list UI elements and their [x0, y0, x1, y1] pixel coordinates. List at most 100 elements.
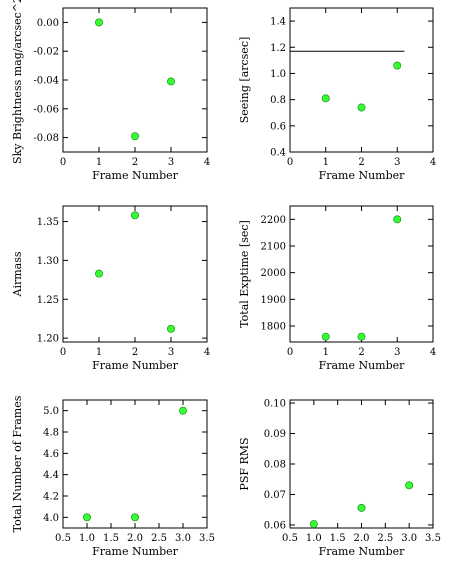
x-axis-label: Frame Number — [92, 359, 179, 372]
x-tick-label: 0 — [287, 157, 293, 168]
y-axis-label: Sky Brightness mag/arcsec^2 — [11, 0, 24, 164]
y-tick-label: 0.4 — [270, 148, 286, 159]
y-tick-label: -0.04 — [33, 76, 59, 87]
chart-panel-4: 0 1 2 3 4 1800 1900 2000 2100 2200 Frame Number Tot… — [238, 205, 436, 372]
x-tick-label: 2 — [358, 157, 364, 168]
x-tick-label: 4 — [430, 157, 436, 168]
x-tick-label: 4 — [430, 347, 436, 358]
y-tick-label: 0.08 — [264, 460, 286, 471]
y-tick-label: 0.00 — [37, 18, 59, 29]
y-tick-label: 0.10 — [264, 399, 286, 410]
y-tick-label: 1.0 — [270, 69, 286, 80]
y-tick-label: -0.02 — [33, 47, 59, 58]
y-tick-label: 0.06 — [264, 520, 286, 531]
y-tick-label: 0.8 — [270, 95, 286, 106]
x-tick-label: 0 — [287, 347, 293, 358]
y-tick-label: 4.8 — [43, 428, 59, 439]
y-tick-label: 0.09 — [264, 429, 286, 440]
x-tick-label: 1 — [96, 347, 102, 358]
x-tick-label: 0.5 — [282, 533, 298, 544]
data-point — [321, 94, 330, 103]
y-tick-label: -0.06 — [33, 104, 59, 115]
y-axis-label: Total Exptime [sec] — [238, 220, 251, 328]
y-tick-label: 1.35 — [37, 217, 59, 228]
chart-panel-3: 0 1 2 3 4 1.20 1.25 1.30 1.35 Frame Number Airmass — [11, 205, 210, 372]
data-point — [179, 406, 187, 415]
chart-panel-2: 0 1 2 3 4 0.4 0.6 0.8 1.0 1.2 1.4 Frame Number Seein… — [238, 7, 436, 182]
x-tick-label: 1.0 — [306, 533, 322, 544]
x-axis-label: Frame Number — [92, 169, 179, 182]
x-tick-label: 4 — [204, 157, 210, 168]
y-tick-label: 2000 — [261, 268, 286, 279]
data-point — [83, 513, 91, 522]
y-tick-label: 1.2 — [270, 43, 286, 54]
y-tick-label: 1.30 — [37, 256, 59, 267]
x-tick-label: 3.0 — [401, 533, 417, 544]
x-tick-label: 2 — [358, 347, 364, 358]
y-axis-label: Total Number of Frames — [11, 395, 24, 532]
y-tick-label: 4.4 — [43, 470, 59, 481]
plot-frame — [289, 7, 434, 153]
y-tick-label: 4.6 — [43, 449, 59, 460]
x-tick-label: 4 — [204, 347, 210, 358]
x-tick-label: 0 — [60, 347, 66, 358]
x-tick-label: 1 — [323, 347, 329, 358]
x-tick-label: 2.5 — [151, 533, 167, 544]
plot-frame — [62, 399, 208, 529]
y-tick-label: 2200 — [261, 215, 286, 226]
y-tick-label: 5.0 — [43, 406, 59, 417]
x-tick-label: 3 — [168, 157, 174, 168]
data-point — [131, 211, 139, 220]
y-tick-label: 1.4 — [270, 17, 286, 28]
x-axis-label: Frame Number — [319, 359, 406, 372]
data-point — [95, 18, 103, 27]
x-tick-label: 3.0 — [175, 533, 191, 544]
plot-frame — [289, 205, 434, 343]
data-point — [357, 503, 366, 512]
x-axis-label: Frame Number — [92, 545, 179, 558]
chart-panel-1: 0 1 2 3 4 -0.08 -0.06 -0.04 -0.02 0.00 Frame Numbe… — [11, 0, 210, 182]
x-tick-label: 2 — [132, 157, 138, 168]
x-tick-label: 0 — [60, 157, 66, 168]
y-tick-label: 1.25 — [37, 295, 59, 306]
chart-panel-5: 0.5 1.0 1.5 2.0 2.5 3.0 3.5 4.0 4.2 4.4 4.6 4.8 5.0 F… — [11, 395, 215, 558]
y-tick-label: -0.08 — [33, 133, 59, 144]
y-tick-label: 4.2 — [43, 492, 59, 503]
plot-frame — [62, 7, 208, 153]
data-point — [393, 215, 402, 224]
plot-frame — [62, 205, 208, 343]
x-tick-label: 2.0 — [127, 533, 143, 544]
x-tick-label: 3 — [168, 347, 174, 358]
x-axis-label: Frame Number — [319, 169, 406, 182]
y-axis-label: PSF RMS — [238, 437, 251, 490]
x-tick-label: 1 — [96, 157, 102, 168]
data-point — [321, 332, 330, 341]
y-tick-label: 2100 — [261, 242, 286, 253]
data-point — [167, 324, 175, 333]
x-tick-label: 1 — [323, 157, 329, 168]
x-tick-label: 1.0 — [79, 533, 95, 544]
x-tick-label: 2.0 — [354, 533, 370, 544]
x-tick-label: 3.5 — [199, 533, 215, 544]
x-tick-label: 1.5 — [330, 533, 346, 544]
data-point — [357, 103, 366, 112]
x-tick-label: 1.5 — [103, 533, 119, 544]
y-tick-label: 1900 — [261, 295, 286, 306]
x-tick-label: 2.5 — [377, 533, 393, 544]
x-tick-label: 3 — [394, 157, 400, 168]
data-point — [393, 61, 402, 70]
data-point — [405, 481, 414, 490]
y-axis-label: Seeing [arcsec] — [238, 37, 251, 124]
data-point — [95, 269, 103, 278]
data-point — [131, 513, 139, 522]
x-tick-label: 3.5 — [425, 533, 441, 544]
chart-panel-6: 0.5 1.0 1.5 2.0 2.5 3.0 3.5 0.06 0.07 0.08 0.09 0.1… — [238, 399, 441, 558]
x-axis-label: Frame Number — [319, 545, 406, 558]
data-point — [131, 132, 139, 141]
x-tick-label: 0.5 — [55, 533, 71, 544]
data-point — [309, 520, 318, 528]
y-tick-label: 0.07 — [264, 490, 286, 501]
y-tick-label: 1800 — [261, 322, 286, 333]
y-tick-label: 4.0 — [43, 513, 59, 524]
